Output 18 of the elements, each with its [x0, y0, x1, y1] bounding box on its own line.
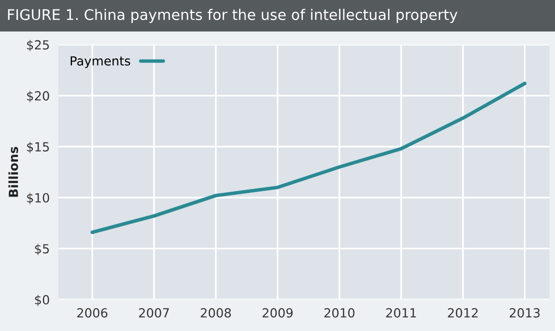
- y-tick-label: $25: [27, 40, 49, 52]
- y-tick-label: $10: [27, 192, 50, 204]
- x-tick-label: 2009: [262, 308, 293, 318]
- x-tick-label: 2010: [324, 308, 354, 318]
- y-axis-title: Billions: [8, 146, 18, 197]
- y-tick-label: $5: [35, 244, 49, 256]
- line-series: [90, 82, 526, 234]
- y-tick-label: $0: [35, 294, 50, 306]
- x-tick-label: 2007: [139, 308, 169, 318]
- y-tick-label: $20: [27, 90, 50, 102]
- x-tick-label: 2006: [77, 308, 108, 318]
- y-tick-label: $15: [27, 142, 49, 154]
- x-tick-label: 2008: [200, 308, 231, 318]
- x-tick-label: 2013: [510, 308, 540, 318]
- x-tick-label: 2011: [386, 308, 416, 318]
- legend-label: Payments: [70, 56, 130, 68]
- chart-title: FIGURE 1. China payments for the use of intellectual property: [8, 8, 458, 23]
- x-tick-label: 2012: [448, 308, 478, 318]
